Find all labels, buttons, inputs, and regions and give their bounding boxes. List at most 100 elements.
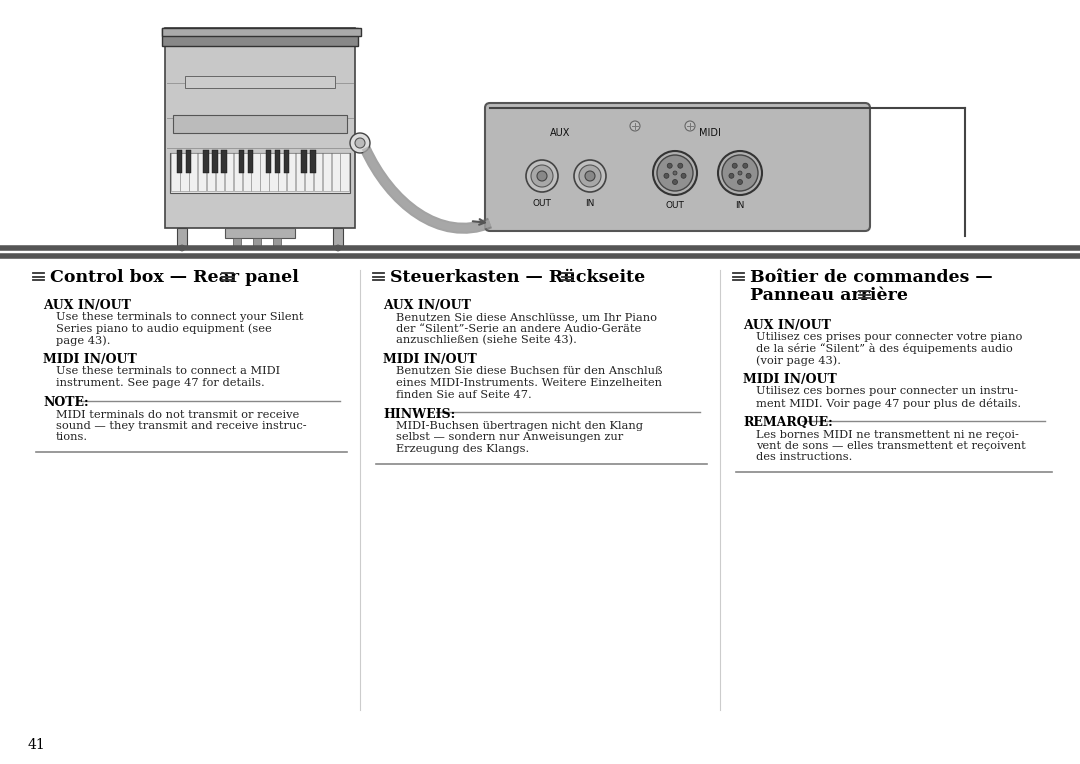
Text: AUX IN/OUT: AUX IN/OUT <box>43 299 131 312</box>
Text: Utilisez ces prises pour connecter votre piano: Utilisez ces prises pour connecter votre… <box>756 332 1023 342</box>
Text: MIDI IN/OUT: MIDI IN/OUT <box>743 374 837 387</box>
Circle shape <box>738 171 742 175</box>
Circle shape <box>673 171 677 175</box>
Text: page 43).: page 43). <box>56 335 110 345</box>
FancyBboxPatch shape <box>172 153 179 191</box>
FancyBboxPatch shape <box>333 228 343 246</box>
FancyBboxPatch shape <box>313 153 322 191</box>
FancyBboxPatch shape <box>198 153 206 191</box>
FancyBboxPatch shape <box>279 153 286 191</box>
FancyBboxPatch shape <box>225 228 295 238</box>
Text: Series piano to audio equipment (see: Series piano to audio equipment (see <box>56 323 272 334</box>
Text: selbst — sondern nur Anweisungen zur: selbst — sondern nur Anweisungen zur <box>396 432 623 442</box>
Text: anzuschließen (siehe Seite 43).: anzuschließen (siehe Seite 43). <box>396 335 577 345</box>
Text: AUX: AUX <box>550 128 570 138</box>
Text: MIDI IN/OUT: MIDI IN/OUT <box>383 354 476 367</box>
FancyBboxPatch shape <box>186 150 191 173</box>
FancyBboxPatch shape <box>189 153 198 191</box>
Text: instrument. See page 47 for details.: instrument. See page 47 for details. <box>56 378 265 388</box>
Circle shape <box>657 155 693 191</box>
Circle shape <box>573 160 606 192</box>
Circle shape <box>585 171 595 181</box>
Text: der “Silent”-Serie an andere Audio-Geräte: der “Silent”-Serie an andere Audio-Gerät… <box>396 323 642 334</box>
Text: Erzeugung des Klangs.: Erzeugung des Klangs. <box>396 444 529 454</box>
Text: OUT: OUT <box>665 200 685 209</box>
Circle shape <box>738 180 743 184</box>
Text: eines MIDI-Instruments. Weitere Einzelheiten: eines MIDI-Instruments. Weitere Einzelhe… <box>396 378 662 388</box>
Circle shape <box>579 165 600 187</box>
Text: OUT: OUT <box>532 199 552 209</box>
Circle shape <box>718 151 762 195</box>
FancyBboxPatch shape <box>287 153 295 191</box>
FancyBboxPatch shape <box>269 153 278 191</box>
FancyBboxPatch shape <box>239 150 244 173</box>
Circle shape <box>350 133 370 153</box>
FancyBboxPatch shape <box>162 28 357 46</box>
Text: des instructions.: des instructions. <box>756 452 852 462</box>
Text: Benutzen Sie diese Buchsen für den Anschluß: Benutzen Sie diese Buchsen für den Ansch… <box>396 367 662 377</box>
Circle shape <box>729 173 734 178</box>
Text: MIDI IN/OUT: MIDI IN/OUT <box>43 354 137 367</box>
Text: Utilisez ces bornes pour connecter un instru-: Utilisez ces bornes pour connecter un in… <box>756 387 1018 397</box>
FancyBboxPatch shape <box>213 150 218 173</box>
Text: MIDI terminals do not transmit or receive: MIDI terminals do not transmit or receiv… <box>56 410 299 419</box>
FancyBboxPatch shape <box>243 153 251 191</box>
FancyBboxPatch shape <box>266 150 271 173</box>
Circle shape <box>685 121 696 131</box>
Circle shape <box>664 173 669 178</box>
Circle shape <box>681 173 686 178</box>
Circle shape <box>732 163 738 168</box>
FancyBboxPatch shape <box>177 150 183 173</box>
Polygon shape <box>162 28 361 36</box>
Text: tions.: tions. <box>56 432 89 442</box>
Text: 41: 41 <box>28 738 45 752</box>
Text: AUX IN/OUT: AUX IN/OUT <box>383 299 471 312</box>
Circle shape <box>630 121 640 131</box>
FancyBboxPatch shape <box>177 228 187 246</box>
FancyBboxPatch shape <box>248 150 254 173</box>
Circle shape <box>179 245 185 251</box>
Text: IN: IN <box>585 199 595 209</box>
FancyBboxPatch shape <box>170 153 350 193</box>
FancyBboxPatch shape <box>221 150 227 173</box>
Circle shape <box>678 163 683 168</box>
Text: MIDI: MIDI <box>699 128 721 138</box>
FancyBboxPatch shape <box>207 153 215 191</box>
Text: Use these terminals to connect a MIDI: Use these terminals to connect a MIDI <box>56 367 280 377</box>
Text: IN: IN <box>735 200 745 209</box>
FancyBboxPatch shape <box>165 28 355 228</box>
FancyBboxPatch shape <box>301 150 307 173</box>
Text: HINWEIS:: HINWEIS: <box>383 408 456 421</box>
Circle shape <box>526 160 558 192</box>
Circle shape <box>667 163 672 168</box>
FancyBboxPatch shape <box>340 153 349 191</box>
Text: vent de sons — elles transmettent et reçoivent: vent de sons — elles transmettent et reç… <box>756 441 1026 451</box>
Text: Les bornes MIDI ne transmettent ni ne reçoi-: Les bornes MIDI ne transmettent ni ne re… <box>756 429 1018 439</box>
FancyBboxPatch shape <box>485 103 870 231</box>
Circle shape <box>653 151 697 195</box>
FancyBboxPatch shape <box>253 238 261 246</box>
Text: Steuerkasten — Rückseite: Steuerkasten — Rückseite <box>390 268 645 286</box>
Circle shape <box>335 245 341 251</box>
Text: MIDI-Buchsen übertragen nicht den Klang: MIDI-Buchsen übertragen nicht den Klang <box>396 421 643 431</box>
Text: AUX IN/OUT: AUX IN/OUT <box>743 319 831 332</box>
FancyBboxPatch shape <box>225 153 233 191</box>
Text: Control box — Rear panel: Control box — Rear panel <box>50 268 299 286</box>
Text: Benutzen Sie diese Anschlüsse, um Ihr Piano: Benutzen Sie diese Anschlüsse, um Ihr Pi… <box>396 312 657 322</box>
Circle shape <box>673 180 677 184</box>
FancyBboxPatch shape <box>274 150 280 173</box>
FancyBboxPatch shape <box>296 153 305 191</box>
Text: Boîtier de commandes —: Boîtier de commandes — <box>750 268 993 286</box>
Text: ment MIDI. Voir page 47 pour plus de détails.: ment MIDI. Voir page 47 pour plus de dét… <box>756 398 1021 409</box>
Text: Panneau arrière: Panneau arrière <box>750 286 908 303</box>
FancyBboxPatch shape <box>180 153 189 191</box>
FancyBboxPatch shape <box>173 115 347 133</box>
FancyBboxPatch shape <box>203 150 208 173</box>
FancyBboxPatch shape <box>233 153 242 191</box>
FancyBboxPatch shape <box>260 153 269 191</box>
FancyBboxPatch shape <box>332 153 340 191</box>
FancyBboxPatch shape <box>284 150 289 173</box>
FancyBboxPatch shape <box>323 153 330 191</box>
Circle shape <box>531 165 553 187</box>
Text: (voir page 43).: (voir page 43). <box>756 355 841 365</box>
